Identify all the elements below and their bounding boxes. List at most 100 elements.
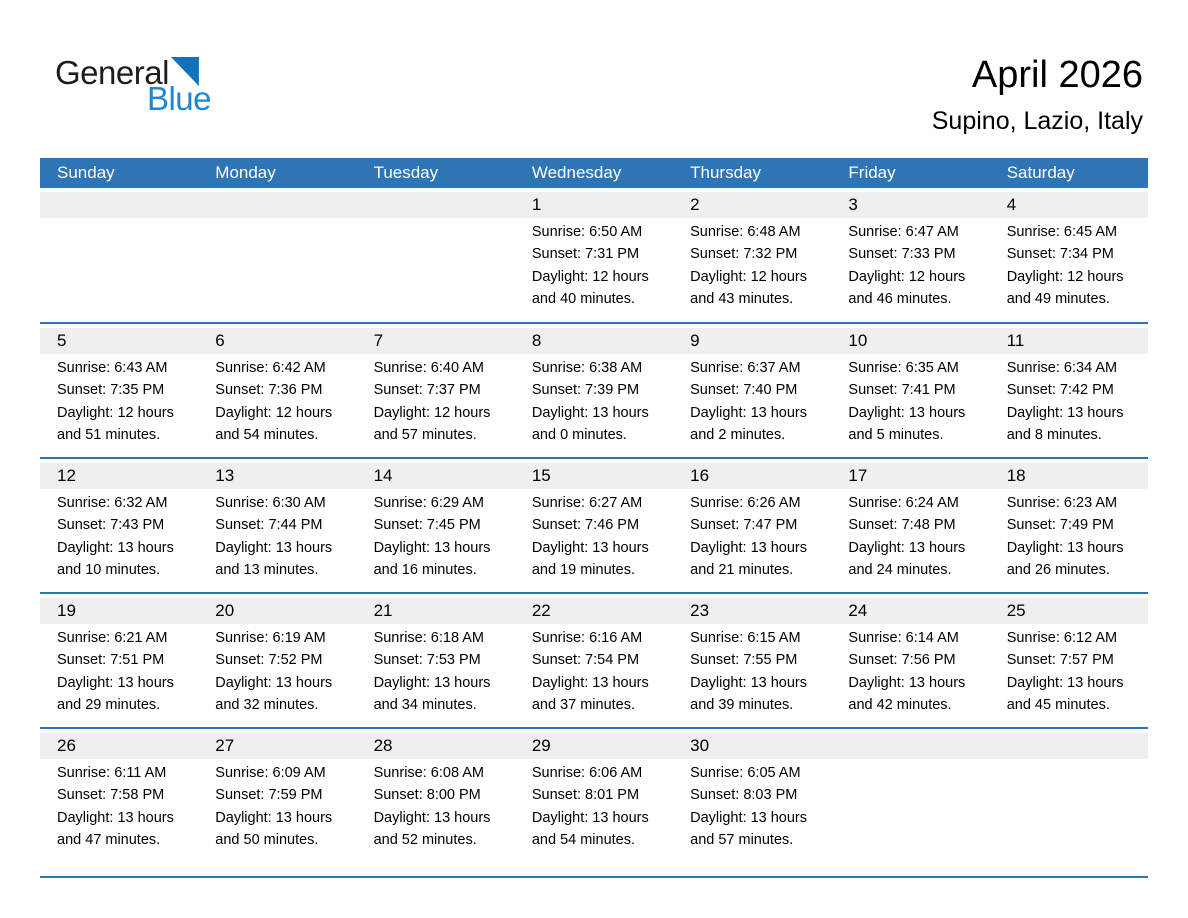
daylight-text-line2: and 32 minutes. xyxy=(215,697,319,714)
daylight-text-line2: and 52 minutes. xyxy=(373,832,477,849)
daylight-text-line1: Daylight: 12 hours xyxy=(848,268,966,285)
daylight-text-line2: and 54 minutes. xyxy=(531,832,636,849)
page-subtitle: Supino, Lazio, Italy xyxy=(931,106,1143,135)
day-details: Sunrise: 6:45 AM Sunset: 7:34 PM Daylight:… xyxy=(990,221,1148,311)
sunset-text: Sunset: 7:33 PM xyxy=(848,246,956,263)
sunrise-text: Sunrise: 6:19 AM xyxy=(215,630,326,646)
daylight-text-line1: Daylight: 13 hours xyxy=(690,809,807,826)
day-number: 18 xyxy=(1006,466,1026,485)
daylight-text-line1: Daylight: 12 hours xyxy=(373,404,491,421)
weekday-header-monday: Monday xyxy=(198,158,357,188)
daylight-text-line1: Daylight: 13 hours xyxy=(57,809,174,826)
day-number-band xyxy=(831,733,990,759)
sunrise-text: Sunrise: 6:47 AM xyxy=(848,224,959,240)
page-title: April 2026 xyxy=(971,54,1143,96)
day-details: Sunrise: 6:37 AM Sunset: 7:40 PM Daylight:… xyxy=(673,357,831,447)
day-cell-29: 29 Sunrise: 6:06 AM Sunset: 8:01 PM Dayligh… xyxy=(514,728,674,877)
day-cell-16: 16 Sunrise: 6:26 AM Sunset: 7:47 PM Dayligh… xyxy=(673,458,832,593)
day-details: Sunrise: 6:27 AM Sunset: 7:46 PM Daylight:… xyxy=(515,492,673,582)
daylight-text-line1: Daylight: 13 hours xyxy=(215,674,333,691)
day-cell-9: 9 Sunrise: 6:37 AM Sunset: 7:40 PM Daylight… xyxy=(673,323,832,458)
daylight-text-line1: Daylight: 13 hours xyxy=(531,809,649,826)
sunrise-text: Sunrise: 6:09 AM xyxy=(215,765,326,781)
day-cell-24: 24 Sunrise: 6:14 AM Sunset: 7:56 PM Dayligh… xyxy=(831,593,990,728)
day-number: 21 xyxy=(373,601,393,620)
sunrise-text: Sunrise: 6:08 AM xyxy=(373,765,484,781)
sunset-text: Sunset: 7:55 PM xyxy=(690,652,798,669)
day-cell-2: 2 Sunrise: 6:48 AM Sunset: 7:32 PM Daylight… xyxy=(673,188,832,323)
day-cell-12: 12 Sunrise: 6:32 AM Sunset: 7:43 PM Dayligh… xyxy=(40,458,199,593)
day-number: 11 xyxy=(1006,331,1025,350)
day-number-band: 21 xyxy=(356,598,515,624)
daylight-text-line1: Daylight: 13 hours xyxy=(848,539,966,556)
empty-day-cell xyxy=(198,188,357,323)
daylight-text-line1: Daylight: 13 hours xyxy=(848,674,966,691)
day-number: 14 xyxy=(373,466,393,485)
daylight-text-line1: Daylight: 13 hours xyxy=(57,539,174,556)
daylight-text-line2: and 0 minutes. xyxy=(531,427,627,444)
sunrise-text: Sunrise: 6:16 AM xyxy=(531,630,643,646)
day-number: 20 xyxy=(215,601,235,620)
sunset-text: Sunset: 7:32 PM xyxy=(690,246,798,263)
daylight-text-line1: Daylight: 13 hours xyxy=(690,404,807,421)
daylight-text-line1: Daylight: 12 hours xyxy=(1006,268,1124,285)
day-cell-30: 30 Sunrise: 6:05 AM Sunset: 8:03 PM Dayligh… xyxy=(673,728,832,877)
day-number-band: 17 xyxy=(831,463,990,489)
daylight-text-line1: Daylight: 13 hours xyxy=(215,539,333,556)
day-details: Sunrise: 6:16 AM Sunset: 7:54 PM Daylight:… xyxy=(515,627,673,717)
sunrise-text: Sunrise: 6:15 AM xyxy=(690,630,801,646)
empty-day-cell xyxy=(989,728,1148,877)
day-number: 16 xyxy=(690,466,710,485)
day-number-band: 9 xyxy=(673,328,832,354)
day-cell-26: 26 Sunrise: 6:11 AM Sunset: 7:58 PM Dayligh… xyxy=(40,728,199,877)
day-details: Sunrise: 6:21 AM Sunset: 7:51 PM Daylight:… xyxy=(40,627,198,717)
day-number-band: 28 xyxy=(356,733,515,759)
sunrise-text: Sunrise: 6:32 AM xyxy=(57,495,168,511)
day-number: 23 xyxy=(690,601,710,620)
daylight-text-line1: Daylight: 13 hours xyxy=(531,404,649,421)
day-number-band xyxy=(198,192,357,218)
daylight-text-line2: and 42 minutes. xyxy=(848,697,952,714)
day-number-band: 19 xyxy=(40,598,199,624)
day-cell-23: 23 Sunrise: 6:15 AM Sunset: 7:55 PM Dayligh… xyxy=(673,593,832,728)
sunset-text: Sunset: 7:35 PM xyxy=(57,382,165,399)
sunrise-text: Sunrise: 6:06 AM xyxy=(531,765,643,781)
day-number-band: 29 xyxy=(514,733,674,759)
sunrise-text: Sunrise: 6:37 AM xyxy=(690,360,801,376)
day-number: 27 xyxy=(215,736,235,755)
daylight-text-line2: and 8 minutes. xyxy=(1006,427,1102,444)
day-number-band: 6 xyxy=(198,328,357,354)
day-number-band: 25 xyxy=(989,598,1148,624)
daylight-text-line2: and 47 minutes. xyxy=(57,832,161,849)
daylight-text-line2: and 16 minutes. xyxy=(373,562,477,579)
day-number-band: 11 xyxy=(989,328,1148,354)
day-details: Sunrise: 6:48 AM Sunset: 7:32 PM Daylight:… xyxy=(673,221,831,311)
sunrise-text: Sunrise: 6:50 AM xyxy=(531,224,643,240)
day-number-band: 2 xyxy=(673,192,832,218)
sunrise-text: Sunrise: 6:11 AM xyxy=(57,765,167,781)
empty-day-cell xyxy=(40,188,199,323)
sunrise-text: Sunrise: 6:45 AM xyxy=(1006,224,1118,240)
day-number-band: 3 xyxy=(831,192,990,218)
sunset-text: Sunset: 7:43 PM xyxy=(57,517,165,534)
daylight-text-line2: and 2 minutes. xyxy=(690,427,786,444)
sunset-text: Sunset: 7:41 PM xyxy=(848,382,956,399)
daylight-text-line1: Daylight: 13 hours xyxy=(690,539,807,556)
day-number: 9 xyxy=(690,331,700,350)
sunset-text: Sunset: 7:54 PM xyxy=(531,652,640,669)
day-details: Sunrise: 6:38 AM Sunset: 7:39 PM Daylight:… xyxy=(515,357,673,447)
sunset-text: Sunset: 7:48 PM xyxy=(848,517,956,534)
sunset-text: Sunset: 7:46 PM xyxy=(531,517,640,534)
weekday-header-friday: Friday xyxy=(831,158,990,188)
logo-text-blue: Blue xyxy=(146,80,212,117)
sunset-text: Sunset: 8:03 PM xyxy=(690,787,798,804)
daylight-text-line1: Daylight: 13 hours xyxy=(1006,674,1124,691)
sunset-text: Sunset: 7:37 PM xyxy=(373,382,481,399)
daylight-text-line2: and 57 minutes. xyxy=(690,832,794,849)
sunrise-text: Sunrise: 6:21 AM xyxy=(57,630,168,646)
day-number-band: 22 xyxy=(514,598,674,624)
daylight-text-line1: Daylight: 13 hours xyxy=(1006,539,1124,556)
daylight-text-line1: Daylight: 13 hours xyxy=(373,809,491,826)
sunset-text: Sunset: 7:56 PM xyxy=(848,652,956,669)
day-number-band: 16 xyxy=(673,463,832,489)
